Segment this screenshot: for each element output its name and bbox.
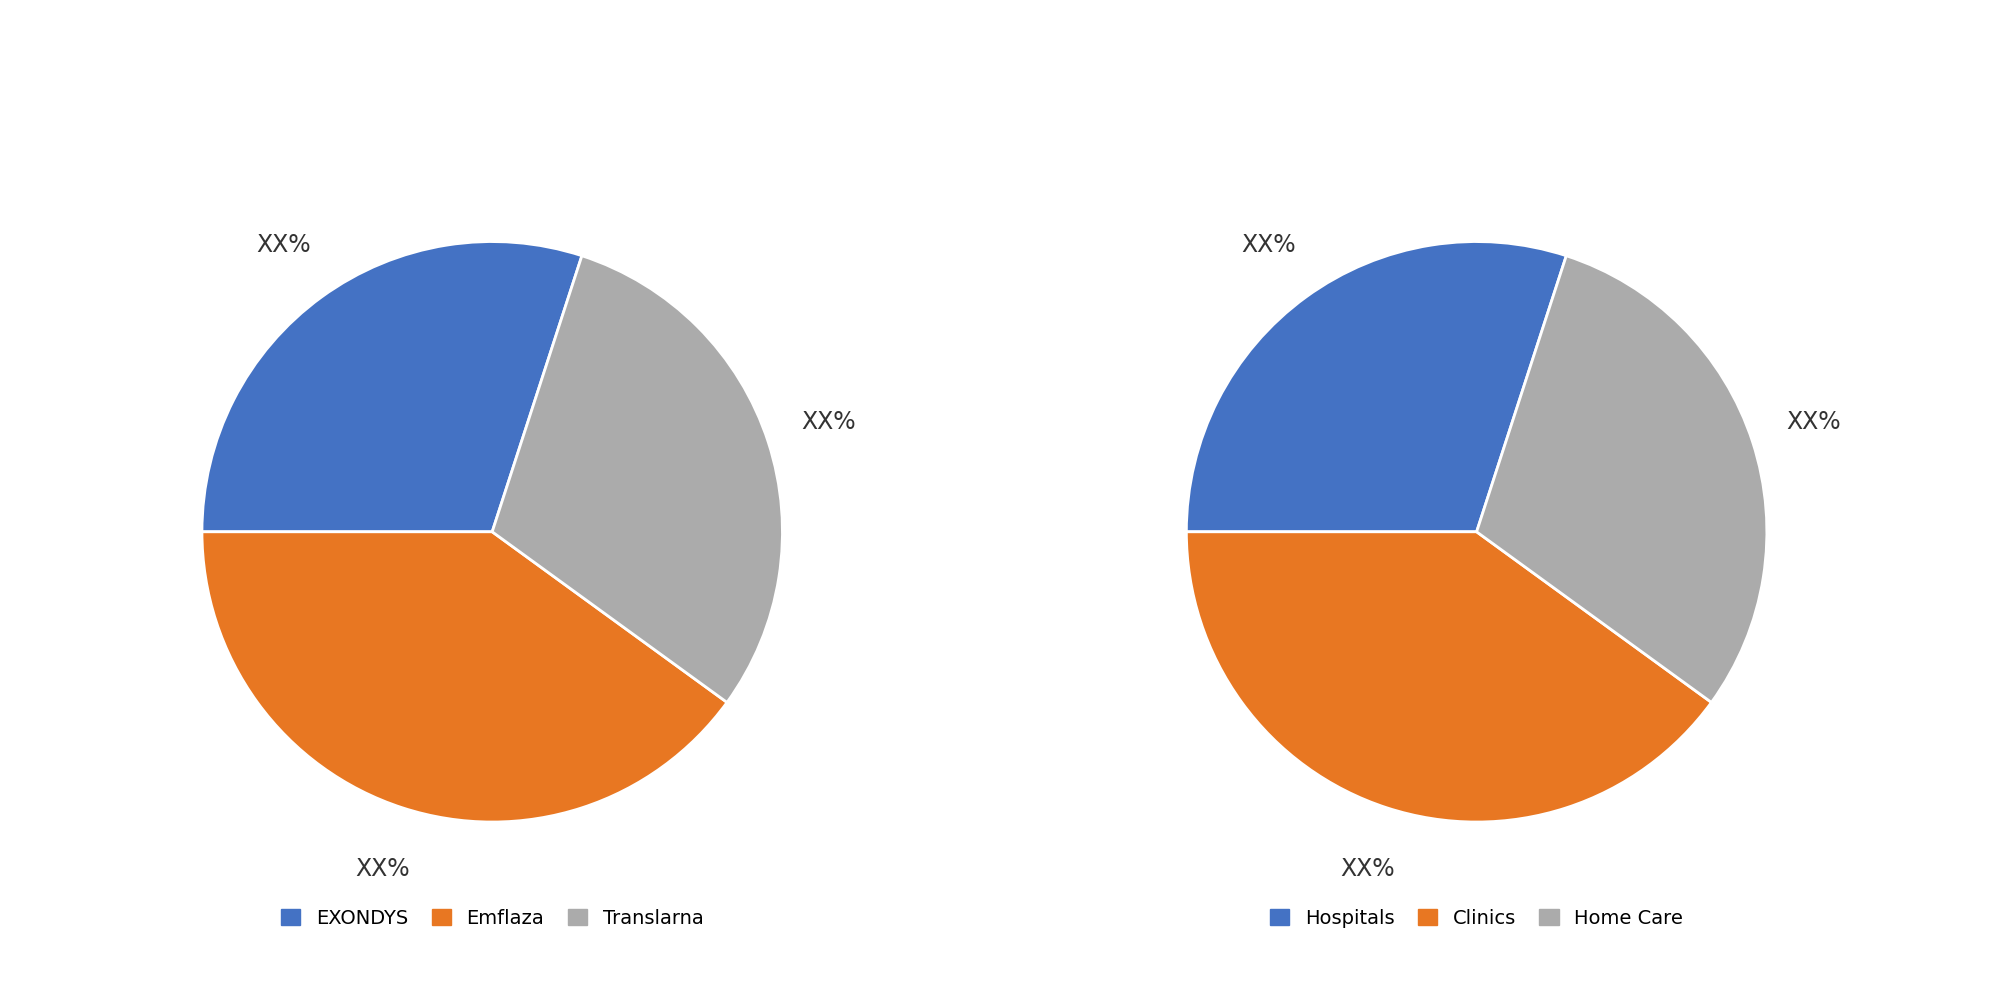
- Text: Email: sales@theindustrystats.com: Email: sales@theindustrystats.com: [743, 948, 1129, 968]
- Text: XX%: XX%: [802, 411, 856, 434]
- Text: XX%: XX%: [1242, 234, 1296, 257]
- Text: Application: Application: [26, 98, 187, 123]
- Legend: Hospitals, Clinics, Home Care: Hospitals, Clinics, Home Care: [1262, 902, 1692, 935]
- Legend: EXONDYS, Emflaza, Translarna: EXONDYS, Emflaza, Translarna: [273, 902, 711, 935]
- Text: XX%: XX%: [356, 857, 410, 881]
- Wedge shape: [203, 242, 583, 532]
- Text: Website: www.theindustrystats.com: Website: www.theindustrystats.com: [1426, 948, 1826, 968]
- Wedge shape: [1187, 242, 1567, 532]
- Text: Source: Theindustrystats Analysis: Source: Theindustrystats Analysis: [24, 948, 400, 968]
- Text: XX%: XX%: [257, 234, 311, 257]
- Wedge shape: [1187, 532, 1712, 822]
- Text: Fig. Global Duchenne Muscular Dystrophy (DMD) Therapeutics Market Share by Produ: Fig. Global Duchenne Muscular Dystrophy …: [26, 35, 1388, 60]
- Wedge shape: [492, 255, 782, 703]
- Wedge shape: [1477, 255, 1766, 703]
- Wedge shape: [203, 532, 727, 822]
- Text: XX%: XX%: [1340, 857, 1394, 881]
- Text: XX%: XX%: [1786, 411, 1840, 434]
